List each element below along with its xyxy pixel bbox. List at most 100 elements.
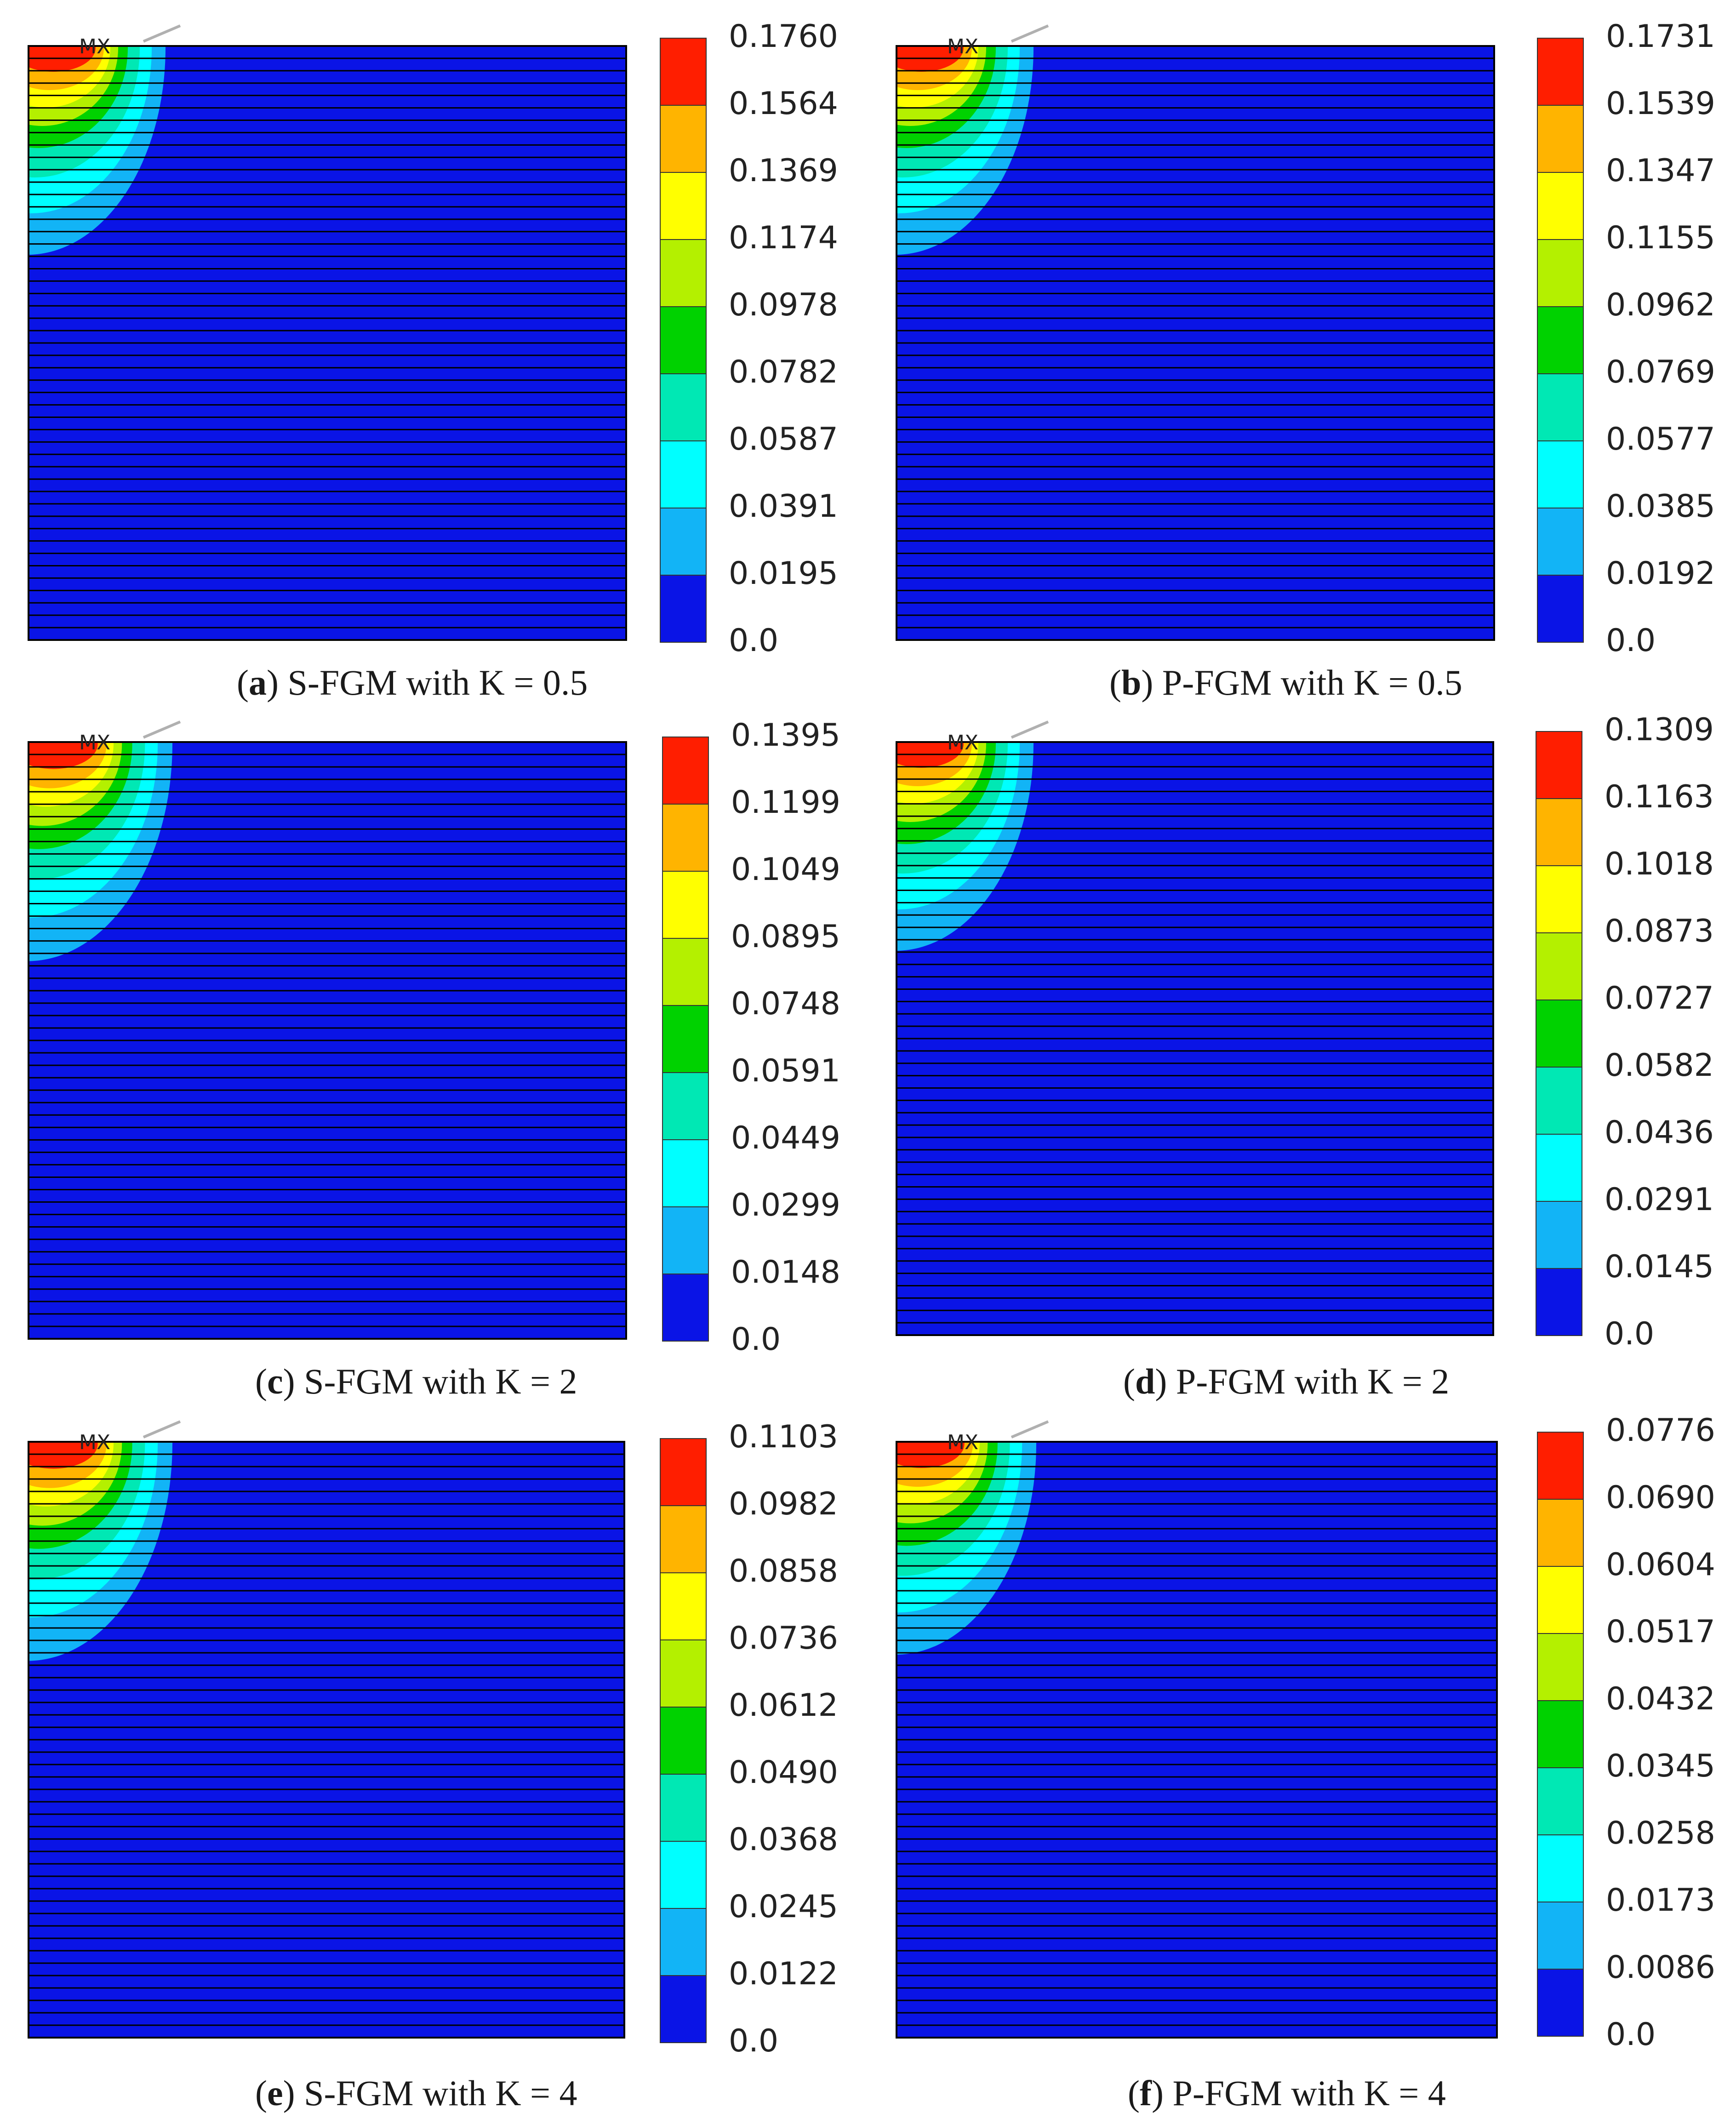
color-legend: 0.1760 0.1564 0.1369 0.1174 0.0978 0.0782 0.05… <box>660 18 853 659</box>
mesh-layers <box>897 57 1494 628</box>
legend-value: 0.0 <box>1605 1316 1655 1352</box>
legend-value: 0.0 <box>1606 623 1656 659</box>
legend-band <box>1536 731 1582 799</box>
legend-band <box>1537 1499 1584 1567</box>
load-indenter <box>1011 1420 1049 1439</box>
legend-value: 0.0245 <box>729 1889 838 1925</box>
legend-value: 0.0517 <box>1606 1614 1715 1650</box>
contour-plot: MX <box>28 24 627 641</box>
legend-value: 0.0727 <box>1605 980 1714 1017</box>
legend-band <box>660 1841 707 1909</box>
panel-d: MX 0.1309 0.1163 0.1018 0.0873 0.0727 0.0582 0… <box>868 706 1736 1412</box>
max-marker: MX <box>947 1431 978 1454</box>
legend-value: 0.0391 <box>729 488 838 525</box>
legend-value: 0.0 <box>729 2023 779 2059</box>
legend-band <box>660 1774 707 1842</box>
legend-band <box>660 172 707 240</box>
legend-value: 0.0432 <box>1606 1681 1715 1717</box>
legend-band <box>660 306 707 374</box>
legend-band <box>1537 1566 1584 1634</box>
legend-value: 0.1395 <box>731 717 840 754</box>
panel-a: MX 0.1760 0.1564 0.1369 0.1174 0.0978 0.0782 0… <box>0 0 868 706</box>
legend-band <box>1537 38 1584 106</box>
legend-value: 0.0612 <box>729 1687 838 1724</box>
legend-value: 0.0591 <box>731 1053 840 1089</box>
legend-value: 0.0490 <box>729 1754 838 1791</box>
legend-band <box>660 1639 707 1708</box>
max-marker: MX <box>79 731 110 754</box>
legend-value: 0.0604 <box>1606 1547 1715 1583</box>
mesh-layers <box>897 1453 1497 2026</box>
legend-band <box>660 1908 707 1976</box>
legend-value: 0.0345 <box>1606 1748 1715 1784</box>
stress-zones <box>897 742 1034 951</box>
load-indenter <box>143 24 181 43</box>
legend-value: 0.0769 <box>1606 354 1715 390</box>
mesh-layers <box>29 754 626 1327</box>
legend-band <box>1537 105 1584 173</box>
legend-value: 0.0748 <box>731 986 840 1022</box>
legend-value: 0.1103 <box>729 1419 838 1455</box>
legend-band <box>1537 1700 1584 1768</box>
legend-band <box>1536 1000 1582 1068</box>
legend-band <box>660 1438 707 1506</box>
legend-value: 0.0299 <box>731 1187 840 1223</box>
contour-plot: MX <box>896 1420 1498 2039</box>
panel-c: MX 0.1395 0.1199 0.1049 0.0895 0.0748 0.0591 0… <box>0 706 868 1412</box>
legend-value: 0.1369 <box>729 153 838 189</box>
legend-band <box>1537 172 1584 240</box>
legend-band <box>662 1072 709 1140</box>
legend-band <box>660 1572 707 1640</box>
legend-band <box>1536 1067 1582 1135</box>
legend-value: 0.1347 <box>1606 153 1715 189</box>
mesh-border <box>896 45 1495 641</box>
stress-zones <box>29 46 166 255</box>
mesh-border <box>896 1441 1498 2039</box>
panel-caption: (a) S-FGM with K = 0.5 <box>237 663 588 703</box>
legend-value: 0.0086 <box>1606 1949 1715 1986</box>
legend-band <box>1537 440 1584 508</box>
legend-value: 0.1163 <box>1605 779 1714 815</box>
legend-band <box>1536 865 1582 933</box>
mesh-layers <box>897 754 1493 1324</box>
legend-value: 0.0858 <box>729 1553 838 1589</box>
contour-plot: MX <box>28 1420 625 2039</box>
legend-value: 0.0 <box>1606 2016 1656 2053</box>
max-marker: MX <box>79 35 110 58</box>
legend-band <box>1536 1134 1582 1202</box>
legend-value: 0.0 <box>729 623 779 659</box>
stress-zones <box>29 1442 172 1661</box>
contour-plot: MX <box>28 720 627 1340</box>
legend-band <box>662 1206 709 1274</box>
load-indenter <box>143 1420 181 1439</box>
contour-plot: MX <box>896 24 1495 641</box>
max-marker: MX <box>947 35 978 58</box>
panel-b: MX 0.1731 0.1539 0.1347 0.1155 0.0962 0.0769 0… <box>868 0 1736 706</box>
legend-band <box>662 938 709 1006</box>
panel-f: MX 0.0776 0.0690 0.0604 0.0517 0.0432 0.0345 0… <box>868 1412 1736 2119</box>
legend-value: 0.0436 <box>1605 1114 1714 1151</box>
legend-band <box>1537 1432 1584 1500</box>
panel-caption: (d) P-FGM with K = 2 <box>1123 1361 1450 1401</box>
mesh-border <box>28 741 627 1340</box>
legend-value: 0.0173 <box>1606 1882 1715 1919</box>
legend-value: 0.0577 <box>1606 421 1715 457</box>
legend-band <box>662 871 709 939</box>
legend-band <box>1537 1834 1584 1902</box>
legend-value: 0.1174 <box>729 220 838 256</box>
legend-band <box>1537 1902 1584 1970</box>
legend-band <box>660 1707 707 1775</box>
legend-value: 0.0587 <box>729 421 838 457</box>
legend-band <box>1536 1201 1582 1269</box>
color-legend: 0.1309 0.1163 0.1018 0.0873 0.0727 0.0582 0.04… <box>1536 712 1729 1352</box>
mesh-border <box>896 741 1494 1336</box>
contour-plot: MX <box>896 720 1494 1336</box>
legend-value: 0.1049 <box>731 851 840 888</box>
legend-value: 0.1539 <box>1606 86 1715 122</box>
color-legend: 0.1103 0.0982 0.0858 0.0736 0.0612 0.0490 0.03… <box>660 1419 853 2059</box>
legend-value: 0.1731 <box>1606 18 1715 55</box>
legend-band <box>1537 508 1584 576</box>
mesh-layers <box>29 1453 624 2026</box>
legend-value: 0.0449 <box>731 1120 840 1156</box>
legend-value: 0.0895 <box>731 919 840 955</box>
